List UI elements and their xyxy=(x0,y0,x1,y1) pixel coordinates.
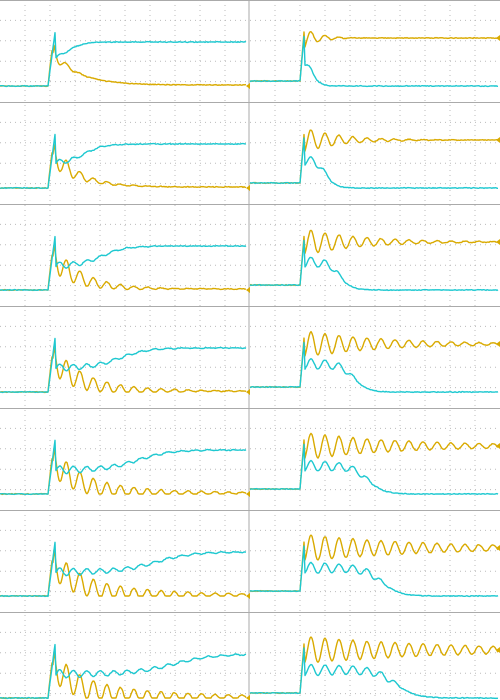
scope-captures xyxy=(0,0,500,700)
